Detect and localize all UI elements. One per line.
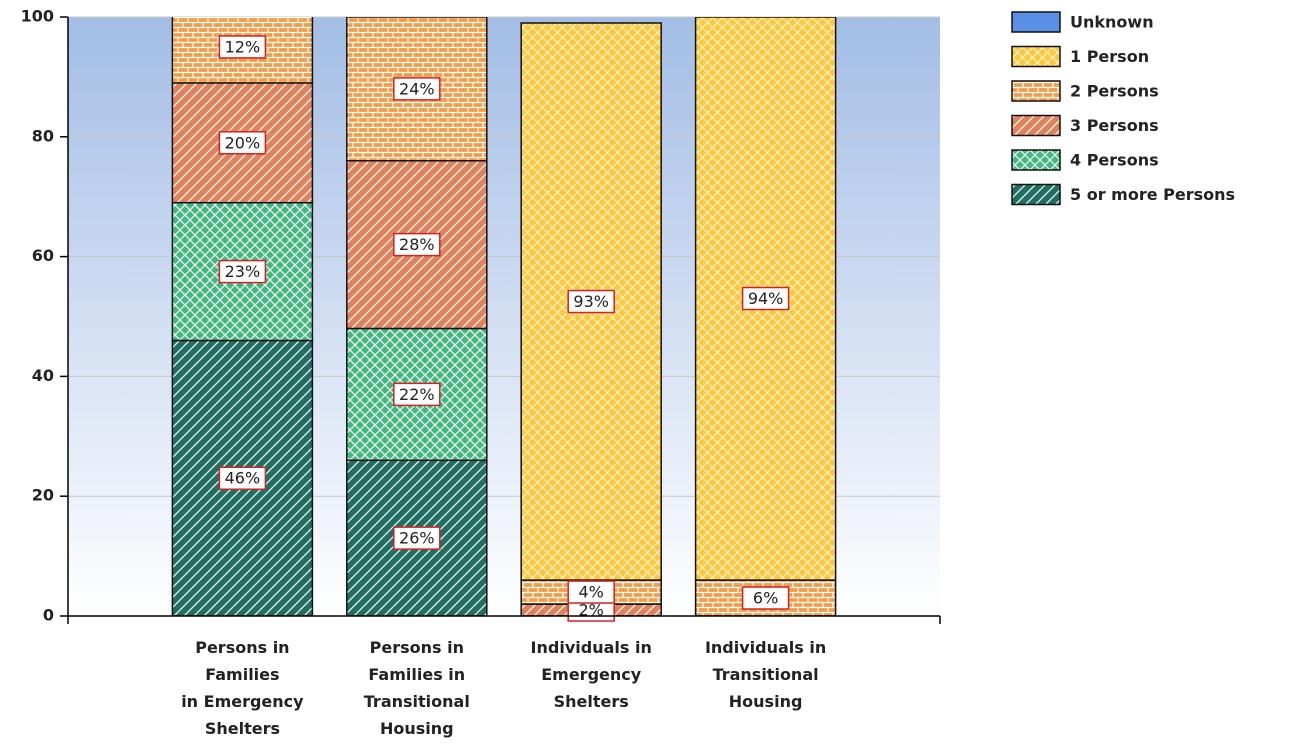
x-tick-label: Persons in Families in Transitional Housing [364,638,470,738]
legend-swatch [1011,114,1061,137]
value-label-box [567,289,615,314]
value-label: 4% [579,583,604,602]
value-label-box [741,286,790,311]
value-label: 93% [573,292,609,311]
value-label-box [218,131,267,155]
value-label: 23% [225,262,261,281]
x-tick-label: Individuals in Emergency Shelters [531,638,652,711]
value-label: 24% [399,79,435,98]
y-tick-label: 60 [32,246,54,265]
legend-swatch [1011,149,1061,171]
value-label: 28% [399,235,435,254]
value-label: 6% [753,589,778,608]
y-tick-label: 40 [32,366,54,385]
legend-swatch [1011,80,1061,102]
legend-swatch [1011,45,1061,68]
x-tick-label: Individuals in Transitional Housing [705,638,826,711]
legend-swatch [1011,11,1061,33]
bar-segment [171,339,314,616]
value-label-box [218,466,267,490]
legend-label: 1 Person [1070,47,1149,66]
y-tick-label: 100 [21,7,54,26]
value-label-box [393,77,441,101]
value-label: 22% [399,385,435,404]
x-tick-label: Persons in Families in Emergency Shelters [181,638,304,738]
value-label-box [393,232,441,257]
value-label-box [393,526,441,550]
legend-label: Unknown [1070,13,1154,32]
y-tick-label: 0 [43,606,54,625]
value-label-box [218,259,267,284]
value-label: 2% [579,601,604,620]
value-label-box [218,35,267,59]
y-tick-label: 80 [32,126,54,145]
legend-label: 5 or more Persons [1070,185,1235,204]
value-label-box [741,586,790,610]
legend-swatch [1011,183,1061,206]
legend-label: 3 Persons [1070,116,1159,135]
value-label-box [393,382,441,407]
legend-label: 2 Persons [1070,82,1159,101]
value-label: 26% [399,529,435,548]
y-tick-label: 20 [32,486,54,505]
legend-label: 4 Persons [1070,151,1159,170]
value-label: 94% [748,289,784,308]
value-label: 20% [225,133,261,152]
value-label: 46% [225,469,261,488]
value-label: 12% [225,37,261,56]
value-label-box [567,580,615,604]
